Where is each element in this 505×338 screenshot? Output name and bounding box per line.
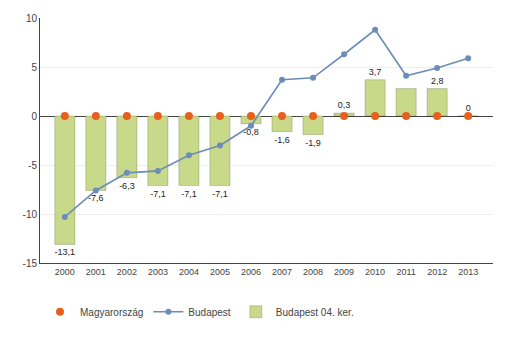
svg-text:2011: 2011 <box>396 267 415 277</box>
svg-text:-7,1: -7,1 <box>150 189 166 199</box>
svg-text:2003: 2003 <box>148 267 168 277</box>
svg-text:0,3: 0,3 <box>338 100 351 110</box>
svg-text:-10: -10 <box>23 209 38 220</box>
svg-text:-15: -15 <box>23 258 38 269</box>
svg-text:-6,3: -6,3 <box>119 181 135 191</box>
svg-text:-1,6: -1,6 <box>274 135 290 145</box>
svg-text:3,7: 3,7 <box>369 67 382 77</box>
svg-text:-1,9: -1,9 <box>305 138 321 148</box>
svg-text:-13,1: -13,1 <box>55 247 76 257</box>
svg-text:-5: -5 <box>28 160 37 171</box>
svg-text:-7,1: -7,1 <box>212 189 228 199</box>
svg-text:2008: 2008 <box>303 267 323 277</box>
svg-text:Budapest: Budapest <box>188 307 230 318</box>
svg-text:10: 10 <box>26 13 38 24</box>
svg-text:2001: 2001 <box>86 267 106 277</box>
svg-text:2009: 2009 <box>334 267 354 277</box>
svg-text:2,8: 2,8 <box>431 76 444 86</box>
svg-text:2000: 2000 <box>55 267 75 277</box>
svg-text:Magyarország: Magyarország <box>80 307 143 318</box>
svg-text:2012: 2012 <box>427 267 447 277</box>
svg-text:0: 0 <box>31 111 37 122</box>
svg-text:2002: 2002 <box>117 267 137 277</box>
svg-text:2007: 2007 <box>272 267 292 277</box>
svg-text:-7,1: -7,1 <box>181 189 197 199</box>
svg-text:-7,6: -7,6 <box>88 193 104 203</box>
svg-text:Budapest 04. ker.: Budapest 04. ker. <box>276 307 354 318</box>
svg-text:-0,8: -0,8 <box>243 127 259 137</box>
svg-text:2004: 2004 <box>179 267 199 277</box>
svg-text:5: 5 <box>31 62 37 73</box>
svg-text:2010: 2010 <box>365 267 385 277</box>
svg-text:2013: 2013 <box>458 267 478 277</box>
svg-text:0: 0 <box>466 103 471 113</box>
svg-text:2005: 2005 <box>210 267 230 277</box>
svg-text:2006: 2006 <box>241 267 261 277</box>
